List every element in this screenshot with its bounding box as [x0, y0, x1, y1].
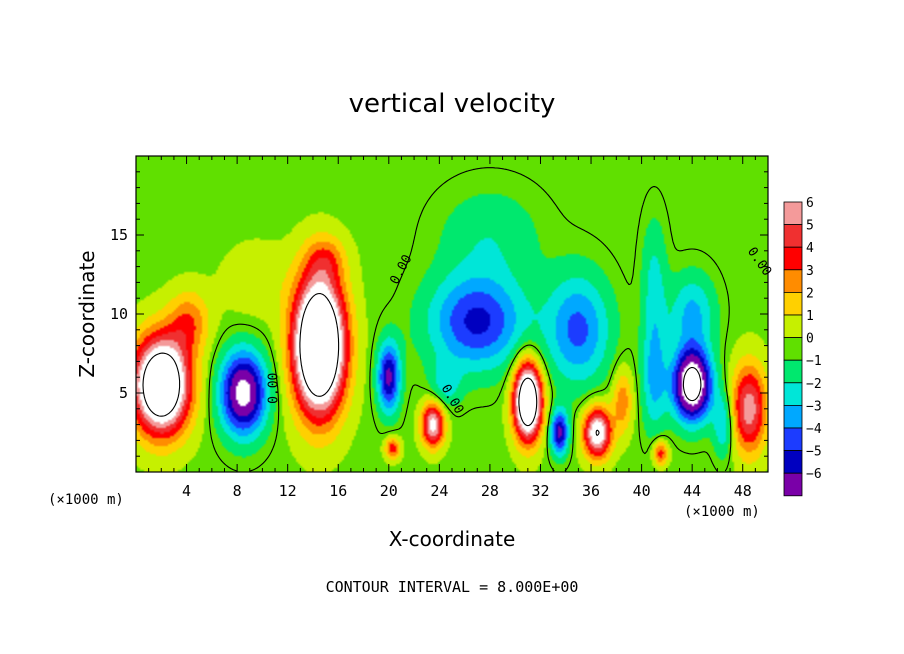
contour-zero: [208, 167, 732, 472]
y-axis-ticks: 5 10 15: [110, 171, 768, 457]
x-tick-label: 12: [279, 482, 297, 500]
x-tick-label: 16: [329, 482, 347, 500]
x-tick-label: 32: [531, 482, 549, 500]
y-tick-label: 5: [119, 384, 128, 402]
x-tick-label: 40: [633, 482, 651, 500]
x-tick-label: 8: [233, 482, 242, 500]
colorbar: 6 5 4 3 2 1 0 −1 −2 −3 −4 −5 −6: [783, 196, 822, 497]
colorbar-label: 0: [806, 332, 814, 347]
contour-negative: [682, 366, 702, 402]
colorbar-swatch: [783, 314, 803, 339]
colorbar-label: −1: [806, 354, 822, 369]
colorbar-label: 5: [806, 219, 814, 234]
contour-positive: [142, 292, 600, 436]
colorbar-label: −6: [806, 467, 822, 482]
x-tick-label: 36: [582, 482, 600, 500]
contour-lines: [142, 167, 732, 472]
colorbar-label: 3: [806, 264, 814, 279]
colorbar-swatch: [783, 291, 803, 316]
colorbar-label: 1: [806, 309, 814, 324]
plot-area: [136, 156, 768, 472]
chart-title: vertical velocity: [349, 89, 556, 119]
x-unit-label-right: (×1000 m): [684, 504, 760, 520]
colorbar-label: 6: [806, 196, 814, 211]
x-axis-label: X-coordinate: [389, 527, 516, 551]
colorbar-label: −5: [806, 445, 822, 460]
contour-interval-note: CONTOUR INTERVAL = 8.000E+00: [326, 578, 579, 596]
colorbar-swatch: [783, 382, 803, 406]
x-tick-label: 20: [380, 482, 398, 500]
heatmap-field: [136, 156, 768, 472]
colorbar-label: −4: [806, 422, 822, 437]
colorbar-swatch: [783, 246, 803, 271]
colorbar-swatch: [783, 404, 803, 429]
x-unit-label-left: (×1000 m): [48, 492, 124, 508]
colorbar-label: −3: [806, 399, 822, 414]
colorbar-swatch: [783, 224, 803, 248]
y-axis-label: Z-coordinate: [75, 250, 99, 377]
colorbar-label: 4: [806, 241, 814, 256]
colorbar-label: −2: [806, 377, 822, 392]
x-axis-ticks: 4 8 12 16 20 24 28 32 36 40 44 48: [148, 156, 756, 500]
colorbar-swatch: [783, 337, 803, 361]
colorbar-swatch: [783, 359, 803, 384]
x-tick-label: 48: [734, 482, 752, 500]
y-tick-label: 10: [110, 305, 128, 323]
colorbar-swatch: [783, 450, 803, 474]
x-tick-label: 4: [182, 482, 191, 500]
colorbar-swatch: [783, 269, 803, 293]
x-tick-label: 24: [430, 482, 448, 500]
x-tick-label: 28: [481, 482, 499, 500]
colorbar-label: 2: [806, 286, 814, 301]
colorbar-swatch: [783, 201, 803, 226]
contour-label: 0.00: [266, 373, 281, 404]
colorbar-swatch: [783, 427, 803, 452]
colorbar-swatch: [783, 472, 803, 497]
y-tick-label: 15: [110, 226, 128, 244]
x-tick-label: 44: [683, 482, 701, 500]
